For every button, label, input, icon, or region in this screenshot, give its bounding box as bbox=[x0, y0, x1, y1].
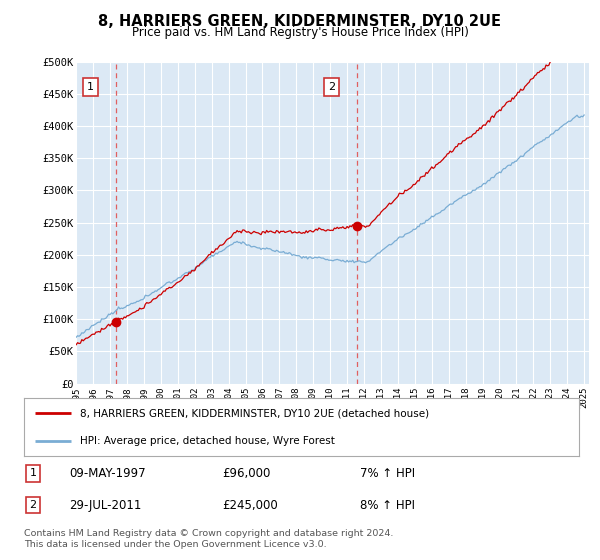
Text: 09-MAY-1997: 09-MAY-1997 bbox=[69, 466, 146, 480]
Text: Contains HM Land Registry data © Crown copyright and database right 2024.
This d: Contains HM Land Registry data © Crown c… bbox=[24, 529, 394, 549]
Text: 2: 2 bbox=[328, 82, 335, 92]
Text: 2: 2 bbox=[29, 500, 37, 510]
Text: 7% ↑ HPI: 7% ↑ HPI bbox=[360, 466, 415, 480]
Text: 8% ↑ HPI: 8% ↑ HPI bbox=[360, 498, 415, 512]
Text: £245,000: £245,000 bbox=[222, 498, 278, 512]
Text: Price paid vs. HM Land Registry's House Price Index (HPI): Price paid vs. HM Land Registry's House … bbox=[131, 26, 469, 39]
Text: HPI: Average price, detached house, Wyre Forest: HPI: Average price, detached house, Wyre… bbox=[79, 436, 334, 446]
Text: 8, HARRIERS GREEN, KIDDERMINSTER, DY10 2UE: 8, HARRIERS GREEN, KIDDERMINSTER, DY10 2… bbox=[98, 14, 502, 29]
Text: 29-JUL-2011: 29-JUL-2011 bbox=[69, 498, 142, 512]
Text: 1: 1 bbox=[29, 468, 37, 478]
Text: 1: 1 bbox=[87, 82, 94, 92]
Text: £96,000: £96,000 bbox=[222, 466, 271, 480]
Text: 8, HARRIERS GREEN, KIDDERMINSTER, DY10 2UE (detached house): 8, HARRIERS GREEN, KIDDERMINSTER, DY10 2… bbox=[79, 408, 428, 418]
